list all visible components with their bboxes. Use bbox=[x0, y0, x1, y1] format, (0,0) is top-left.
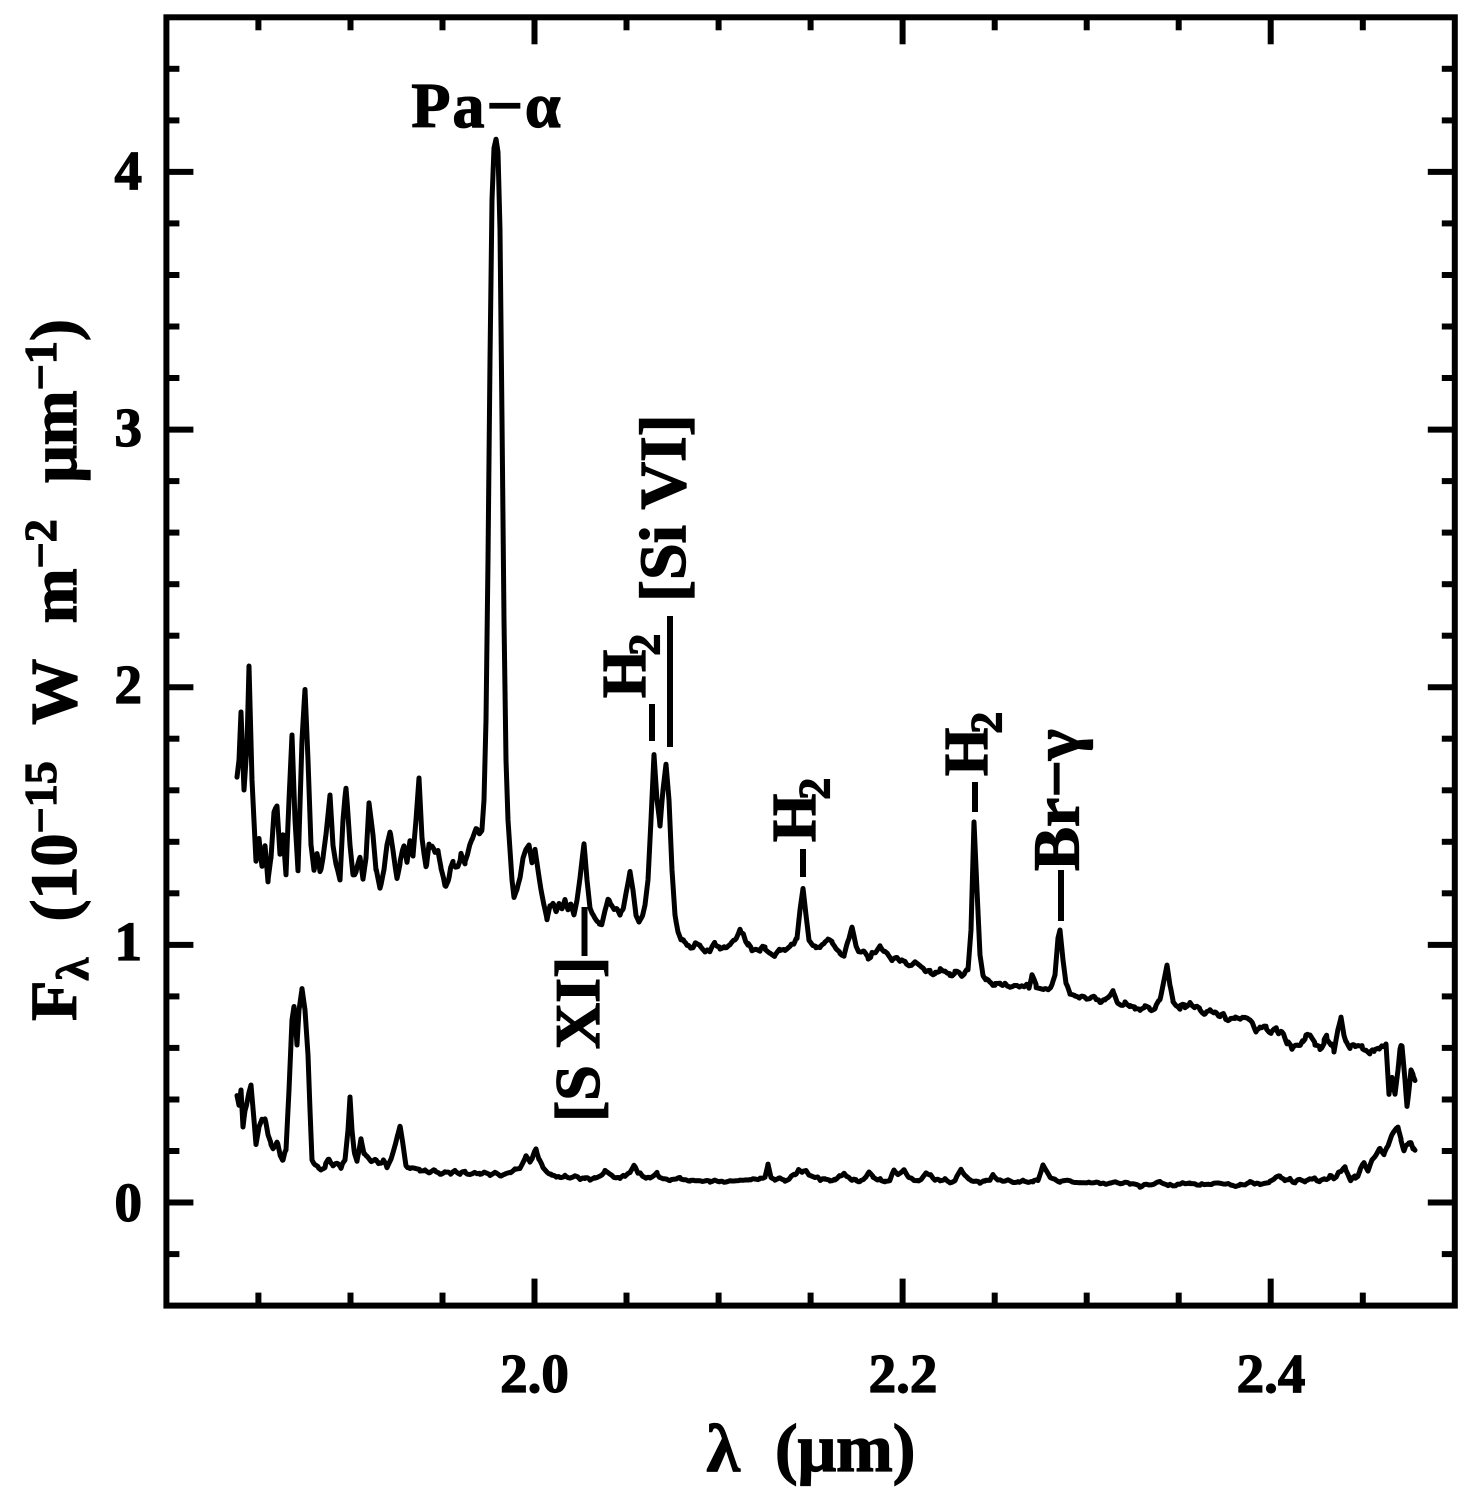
svg-text:1: 1 bbox=[115, 911, 143, 972]
svg-text:2.4: 2.4 bbox=[1237, 1343, 1306, 1404]
svg-text:0: 0 bbox=[115, 1172, 143, 1233]
svg-text:H2: H2 bbox=[591, 634, 669, 698]
svg-text:Fλ (10−15 W m−2 μm−1): Fλ (10−15 W m−2 μm−1) bbox=[15, 319, 98, 1021]
svg-text:λ (μm): λ (μm) bbox=[707, 1410, 916, 1486]
svg-text:[Si VI]: [Si VI] bbox=[627, 414, 700, 602]
svg-text:Pa−α: Pa−α bbox=[411, 70, 562, 141]
svg-text:3: 3 bbox=[115, 397, 143, 458]
svg-text:2: 2 bbox=[115, 654, 143, 715]
svg-text:[S XI]: [S XI] bbox=[542, 957, 613, 1122]
svg-text:2.2: 2.2 bbox=[869, 1343, 938, 1404]
svg-text:2.0: 2.0 bbox=[500, 1343, 569, 1404]
svg-text:4: 4 bbox=[115, 140, 143, 201]
svg-text:Br−γ: Br−γ bbox=[1021, 729, 1094, 871]
